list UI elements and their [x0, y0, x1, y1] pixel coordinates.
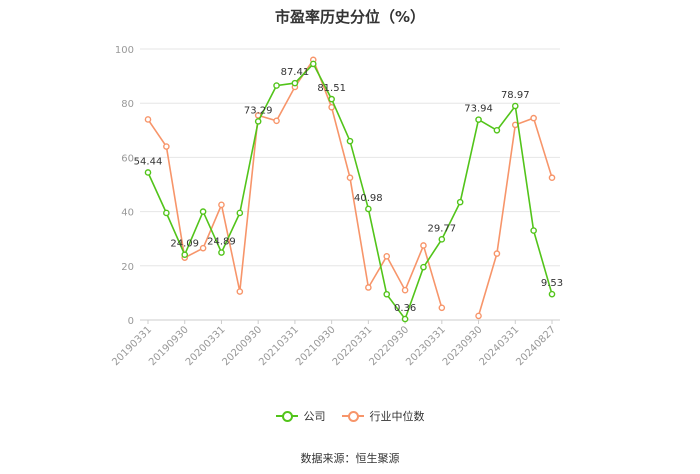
data-label: 24.09 [170, 239, 199, 250]
company-point [346, 137, 354, 145]
company-point [328, 95, 335, 103]
y-tick-label: 80 [121, 99, 134, 110]
y-tick-label: 100 [115, 45, 134, 56]
data-label: 54.44 [134, 156, 163, 167]
company-point [236, 209, 244, 217]
industry-median-point [163, 143, 170, 150]
company-point [456, 198, 464, 206]
company-line [147, 62, 553, 321]
legend-item-industry-median[interactable]: 行业中位数 [341, 408, 425, 424]
company-point [163, 209, 170, 217]
company-point [273, 82, 280, 89]
company-point [309, 60, 317, 68]
industry-median-point [420, 242, 427, 249]
legend-industry-label: 行业中位数 [369, 410, 425, 423]
legend: 公司 行业中位数 [0, 408, 700, 424]
company-point [181, 251, 189, 259]
company-point [365, 205, 372, 213]
industry-median-point [438, 304, 446, 312]
industry-median-point [365, 284, 372, 291]
data-label: 29.77 [427, 223, 456, 234]
company-point [548, 290, 556, 298]
company-point [291, 79, 299, 87]
legend-company-swatch [275, 411, 298, 422]
legend-company-label: 公司 [303, 410, 326, 423]
company-point [383, 290, 391, 298]
legend-item-company[interactable]: 公司 [275, 408, 326, 424]
company-point [401, 315, 409, 323]
legend-industry-swatch [341, 411, 364, 422]
company-point [420, 263, 427, 271]
data-label: 78.97 [501, 90, 530, 101]
industry-median-point [493, 250, 501, 257]
industry-median-point [530, 114, 537, 122]
source-note: 数据来源：恒生聚源 [300, 452, 400, 465]
industry-median-point [401, 286, 409, 294]
industry-median-point [199, 244, 207, 252]
industry-median-point [236, 288, 244, 295]
industry-median-point [383, 253, 391, 260]
company-point [530, 227, 537, 234]
company-point [511, 102, 519, 110]
data-label: 81.51 [317, 83, 346, 94]
industry-median-point [328, 103, 335, 111]
data-label: 0.36 [394, 303, 416, 314]
line-chart: 0204060801002019033120190930202003312020… [110, 45, 563, 368]
data-label: 73.94 [464, 104, 493, 115]
y-tick-label: 60 [121, 153, 134, 164]
x-tick-label: 20240827 [514, 324, 558, 368]
data-label: 24.89 [207, 237, 236, 248]
chart-title: 市盈率历史分位（%） [274, 8, 426, 26]
data-label: 73.29 [244, 105, 273, 116]
y-tick-label: 40 [121, 208, 134, 219]
company-point [199, 208, 207, 215]
company-point [475, 116, 482, 123]
company-point [218, 249, 225, 256]
industry-median-point [218, 201, 225, 209]
y-tick-label: 20 [121, 262, 134, 273]
industry-median-point [548, 174, 556, 182]
industry-median-point [475, 312, 482, 320]
y-tick-label: 0 [128, 316, 134, 327]
industry-median-line [147, 58, 553, 317]
industry-median-point [273, 117, 280, 125]
data-label: 87.41 [281, 67, 310, 78]
data-label: 40.98 [354, 193, 383, 204]
data-label: 9.53 [541, 278, 563, 289]
company-point [144, 169, 152, 176]
industry-median-point [346, 174, 354, 182]
company-point [438, 236, 446, 243]
company-point [254, 118, 262, 125]
industry-median-point [144, 116, 152, 123]
company-point [493, 127, 501, 134]
